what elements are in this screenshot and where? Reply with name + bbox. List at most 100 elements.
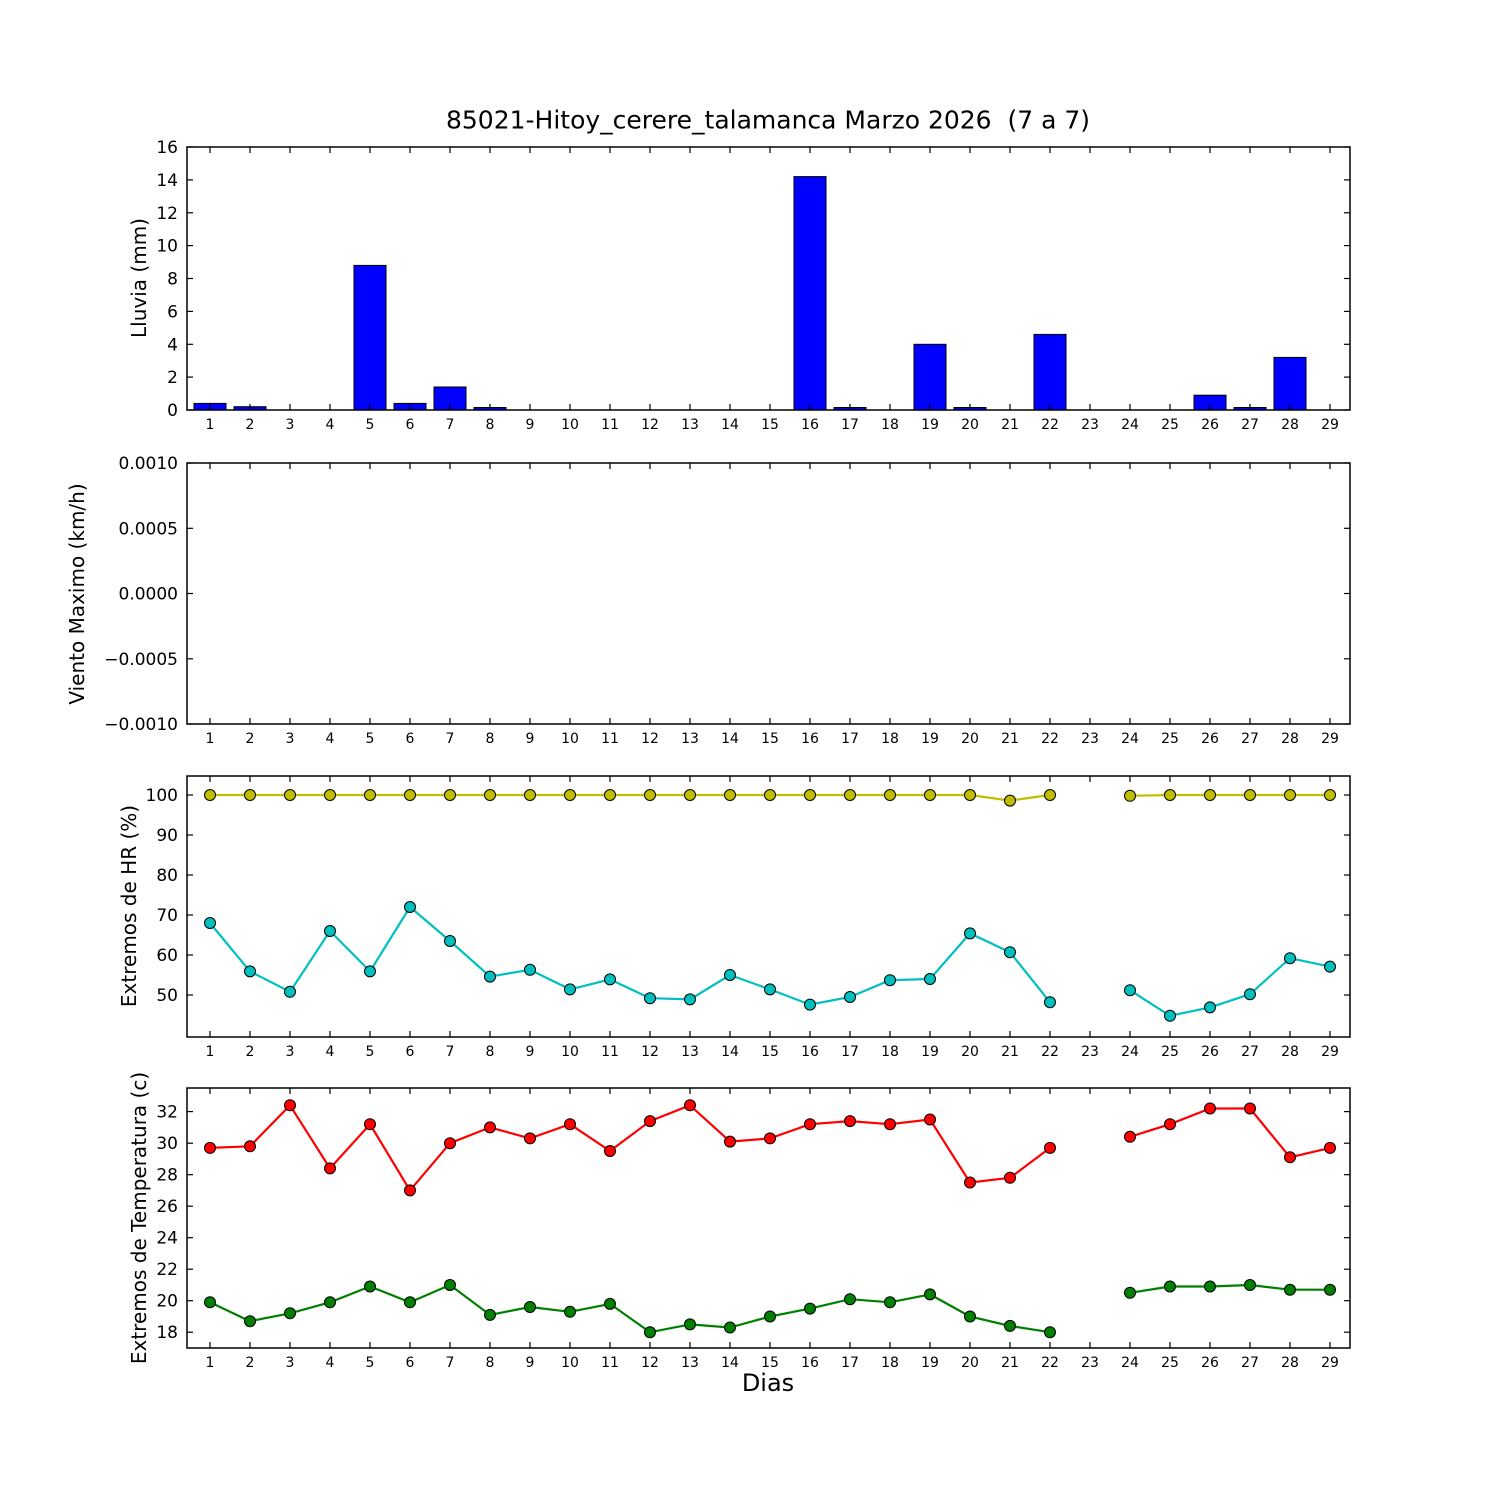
panel-border (186, 146, 1351, 411)
x-tick-label: 25 (1161, 417, 1179, 433)
data-point-day-9 (524, 1301, 536, 1313)
x-axis-ticks: 1 2 3 4 5 6 7 8 9 10 11 12 13 14 15 16 17 18 19 20 21 22 23 24 2… (206, 463, 1339, 747)
x-tick-label: 26 (1201, 731, 1219, 747)
x-tick-label: 13 (681, 731, 699, 747)
y-axis-ticks: 0.0010 0.0005 0.0000 −0.0005 −0.0010 (104, 454, 1350, 735)
data-point-day-5 (364, 1280, 376, 1293)
x-tick-label: 8 (486, 731, 495, 747)
y-tick-label: 60 (156, 946, 178, 966)
x-tick-label: 18 (881, 417, 899, 433)
data-point-day-9 (524, 1132, 536, 1145)
y-axis-ticks: 0 2 4 6 8 10 12 14 16 (156, 138, 1350, 421)
x-tick-label: 24 (1121, 1044, 1139, 1060)
data-point-day-16 (804, 998, 816, 1011)
x-tick-label: 5 (366, 1044, 375, 1060)
x-tick-label: 7 (446, 1044, 455, 1060)
data-point-day-1 (204, 1296, 216, 1309)
data-point-day-2 (244, 1315, 256, 1328)
y-tick-label: 28 (156, 1166, 178, 1186)
x-tick-label: 29 (1321, 1355, 1339, 1371)
data-point-day-14 (724, 1135, 736, 1148)
panel-temperatura-series-max (204, 1099, 1336, 1197)
data-point-day-19 (924, 1113, 936, 1126)
data-point-day-11 (604, 973, 616, 986)
x-tick-label: 1 (206, 1355, 215, 1371)
x-tick-label: 9 (526, 731, 535, 747)
y-tick-label: 90 (156, 826, 178, 846)
data-point-day-21 (1004, 946, 1016, 959)
rain-bar-day-28 (1273, 356, 1307, 411)
data-point-day-4 (324, 789, 336, 801)
x-tick-label: 12 (641, 1355, 659, 1371)
data-point-day-17 (844, 991, 856, 1003)
y-tick-label: 70 (156, 906, 178, 926)
rain-bars (193, 176, 1307, 411)
x-tick-label: 16 (801, 731, 819, 747)
data-point-day-22 (1044, 1141, 1056, 1154)
data-point-day-17 (844, 1293, 856, 1306)
y-tick-label: 16 (156, 138, 178, 158)
x-tick-label: 17 (841, 731, 859, 747)
x-tick-label: 21 (1001, 731, 1019, 747)
x-axis-ticks: 1 2 3 4 5 6 7 8 9 10 11 12 13 14 15 16 17 18 19 20 21 22 23 24 2… (206, 776, 1339, 1060)
x-tick-label: 2 (246, 1355, 255, 1371)
data-point-day-18 (884, 974, 896, 987)
data-point-day-29 (1324, 960, 1336, 973)
y-tick-label: 4 (167, 335, 178, 355)
rain-bar-day-22 (1033, 333, 1067, 411)
data-point-day-2 (244, 1140, 256, 1153)
x-tick-label: 27 (1241, 1044, 1259, 1060)
y-tick-label: 0.0000 (119, 585, 178, 605)
x-tick-label: 18 (881, 1044, 899, 1060)
x-tick-label: 15 (761, 1355, 779, 1371)
data-point-day-14 (724, 1321, 736, 1334)
x-tick-label: 10 (561, 731, 579, 747)
data-point-day-11 (604, 1145, 616, 1157)
panel-temperatura: 1 2 3 4 5 6 7 8 9 10 11 12 13 14 15 16 17 18 19 20 21 22 23 24 2… (156, 1087, 1351, 1371)
data-point-day-27 (1244, 789, 1256, 801)
x-tick-label: 9 (526, 1355, 535, 1371)
x-tick-label: 24 (1121, 731, 1139, 747)
x-tick-label: 2 (246, 417, 255, 433)
x-tick-label: 12 (641, 417, 659, 433)
y-tick-label: 100 (146, 786, 178, 806)
data-point-day-20 (964, 1176, 976, 1189)
x-tick-label: 21 (1001, 1044, 1019, 1060)
x-tick-label: 25 (1161, 1355, 1179, 1371)
x-tick-label: 3 (286, 417, 295, 433)
x-tick-label: 9 (526, 1044, 535, 1060)
data-point-day-16 (804, 789, 816, 801)
data-point-day-26 (1204, 1001, 1216, 1014)
data-point-day-19 (924, 1288, 936, 1301)
y-tick-label: 0.0005 (119, 519, 178, 539)
x-tick-label: 18 (881, 1355, 899, 1371)
data-point-day-4 (324, 1162, 336, 1175)
x-tick-label: 11 (601, 1044, 619, 1060)
y-tick-label: 22 (156, 1260, 178, 1280)
x-tick-label: 18 (881, 731, 899, 747)
y-tick-label: 20 (156, 1292, 178, 1312)
x-tick-label: 6 (406, 1044, 415, 1060)
x-tick-label: 22 (1041, 1355, 1059, 1371)
panel-hr-series-min (204, 901, 1336, 1022)
x-tick-label: 10 (561, 1044, 579, 1060)
data-point-day-25 (1164, 789, 1176, 801)
ylabel-temperatura: Extremos de Temperatura (c) (127, 1071, 151, 1365)
ylabel-viento: Viento Maximo (km/h) (65, 483, 89, 705)
data-point-day-21 (1004, 1171, 1016, 1184)
data-point-day-9 (524, 789, 536, 801)
data-point-day-22 (1044, 996, 1056, 1009)
x-tick-label: 21 (1001, 417, 1019, 433)
data-point-day-12 (644, 1115, 656, 1128)
panel-lluvia: 1 2 3 4 5 6 7 8 9 10 11 12 13 14 15 16 17 18 19 20 21 22 23 24 2… (156, 138, 1351, 433)
x-tick-label: 1 (206, 417, 215, 433)
data-point-day-13 (684, 993, 696, 1006)
data-point-day-21 (1004, 794, 1016, 807)
data-point-day-29 (1324, 1141, 1336, 1154)
x-tick-label: 20 (961, 731, 979, 747)
data-point-day-11 (604, 1297, 616, 1310)
chart-title: 85021-Hitoy_cerere_talamanca Marzo 2026 … (445, 105, 1091, 135)
x-tick-label: 12 (641, 731, 659, 747)
x-tick-label: 26 (1201, 417, 1219, 433)
